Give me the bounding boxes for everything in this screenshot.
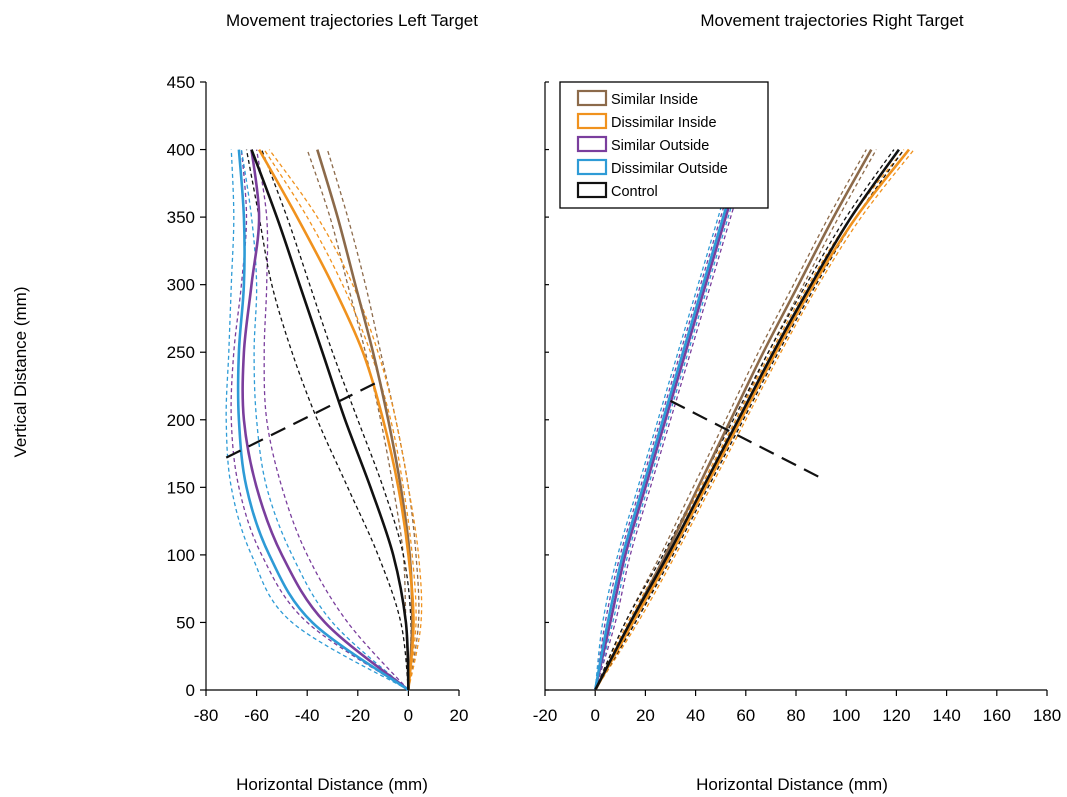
left-similar-outside-bound-line xyxy=(255,149,409,691)
right-control-mean-line xyxy=(594,148,900,691)
left-y-tick-label: 0 xyxy=(186,681,195,700)
right-similar-outside-mean-line xyxy=(593,149,748,691)
right-x-tick-label: 40 xyxy=(686,706,705,725)
left-dissimilar-outside-bound-line xyxy=(225,149,409,691)
left-x-tick-label: 0 xyxy=(404,706,413,725)
right-x-tick-label: 120 xyxy=(882,706,910,725)
right-control-bound-line xyxy=(594,149,905,691)
right-x-tick-label: 100 xyxy=(832,706,860,725)
left-similar-outside-mean-line xyxy=(241,149,410,692)
legend: Similar Inside Dissimilar Inside Similar O… xyxy=(559,81,769,209)
right-dissimilar-inside-mean-line xyxy=(594,148,911,691)
legend-label-similar-outside: Similar Outside xyxy=(611,138,709,154)
right-dissimilar-outside-bound-line xyxy=(594,149,749,691)
right-x-tick-label: -20 xyxy=(533,706,558,725)
legend-swatch-dissimilar-outside xyxy=(576,158,608,176)
right-control-bound-line xyxy=(594,149,895,691)
right-x-tick-label: 140 xyxy=(932,706,960,725)
right-x-tick-label: 0 xyxy=(590,706,599,725)
legend-box xyxy=(559,81,769,209)
right-chart-title: Movement trajectories Right Target xyxy=(700,11,964,30)
left-x-axis-label: Horizontal Distance (mm) xyxy=(236,775,428,794)
right-similar-inside-bound-line xyxy=(594,149,867,691)
left-dissimilar-outside-mean-line xyxy=(236,149,410,692)
legend-label-dissimilar-outside: Dissimilar Outside xyxy=(611,161,728,177)
left-similar-inside-bound-line xyxy=(306,149,410,691)
right-x-tick-label: 20 xyxy=(636,706,655,725)
right-x-tick-label: 160 xyxy=(983,706,1011,725)
left-control-bound-line xyxy=(245,149,410,691)
left-x-tick-label: 20 xyxy=(450,706,469,725)
left-x-tick-label: -40 xyxy=(295,706,320,725)
left-dissimilar-inside-bound-line xyxy=(268,149,423,691)
legend-label-control: Control xyxy=(611,184,658,200)
left-y-tick-label: 150 xyxy=(167,478,195,497)
right-x-tick-label: 180 xyxy=(1033,706,1061,725)
legend-swatch-control xyxy=(576,181,608,199)
left-y-tick-label: 250 xyxy=(167,343,195,362)
legend-swatch-dissimilar-inside xyxy=(576,112,608,130)
right-x-axis-label: Horizontal Distance (mm) xyxy=(696,775,888,794)
right-x-tick-label: 80 xyxy=(787,706,806,725)
right-plot-area: -20 0 20 40 60 80 100 120 140 160 180 xyxy=(533,81,1061,725)
left-movement-divider-line xyxy=(225,379,382,459)
right-dissimilar-outside-mean-line xyxy=(593,149,745,691)
left-x-tick-label: -20 xyxy=(346,706,371,725)
y-axis-label: Vertical Distance (mm) xyxy=(11,287,30,458)
left-y-tick-label: 300 xyxy=(167,276,195,295)
left-y-tick-label: 50 xyxy=(176,613,195,632)
left-dissimilar-inside-bound-line xyxy=(263,149,417,691)
right-dissimilar-inside-bound-line xyxy=(594,149,915,691)
left-x-tick-label: -80 xyxy=(194,706,219,725)
right-similar-outside-bound-line xyxy=(594,149,752,691)
legend-label-dissimilar-inside: Dissimilar Inside xyxy=(611,115,717,131)
legend-swatch-similar-outside xyxy=(576,135,608,153)
left-x-tick-label: -60 xyxy=(244,706,269,725)
left-control-mean-line xyxy=(250,149,410,691)
right-x-tick-label: 60 xyxy=(736,706,755,725)
left-dissimilar-inside-mean-line xyxy=(257,148,415,691)
left-y-tick-label: 400 xyxy=(167,141,195,160)
left-similar-inside-mean-line xyxy=(316,149,414,691)
legend-swatch-similar-inside xyxy=(576,89,608,107)
left-control-bound-line xyxy=(261,149,412,691)
left-y-tick-label: 200 xyxy=(167,411,195,430)
left-y-tick-label: 450 xyxy=(167,73,195,92)
right-movement-divider-line xyxy=(669,399,827,482)
left-y-tick-label: 350 xyxy=(167,208,195,227)
left-chart-title: Movement trajectories Left Target xyxy=(226,11,478,30)
left-y-tick-label: 100 xyxy=(167,546,195,565)
legend-label-similar-inside: Similar Inside xyxy=(611,92,698,108)
right-similar-outside-bound-line xyxy=(594,149,742,691)
left-plot-area: -80 -60 -40 -20 0 200501001502002503003504004… xyxy=(167,73,469,725)
